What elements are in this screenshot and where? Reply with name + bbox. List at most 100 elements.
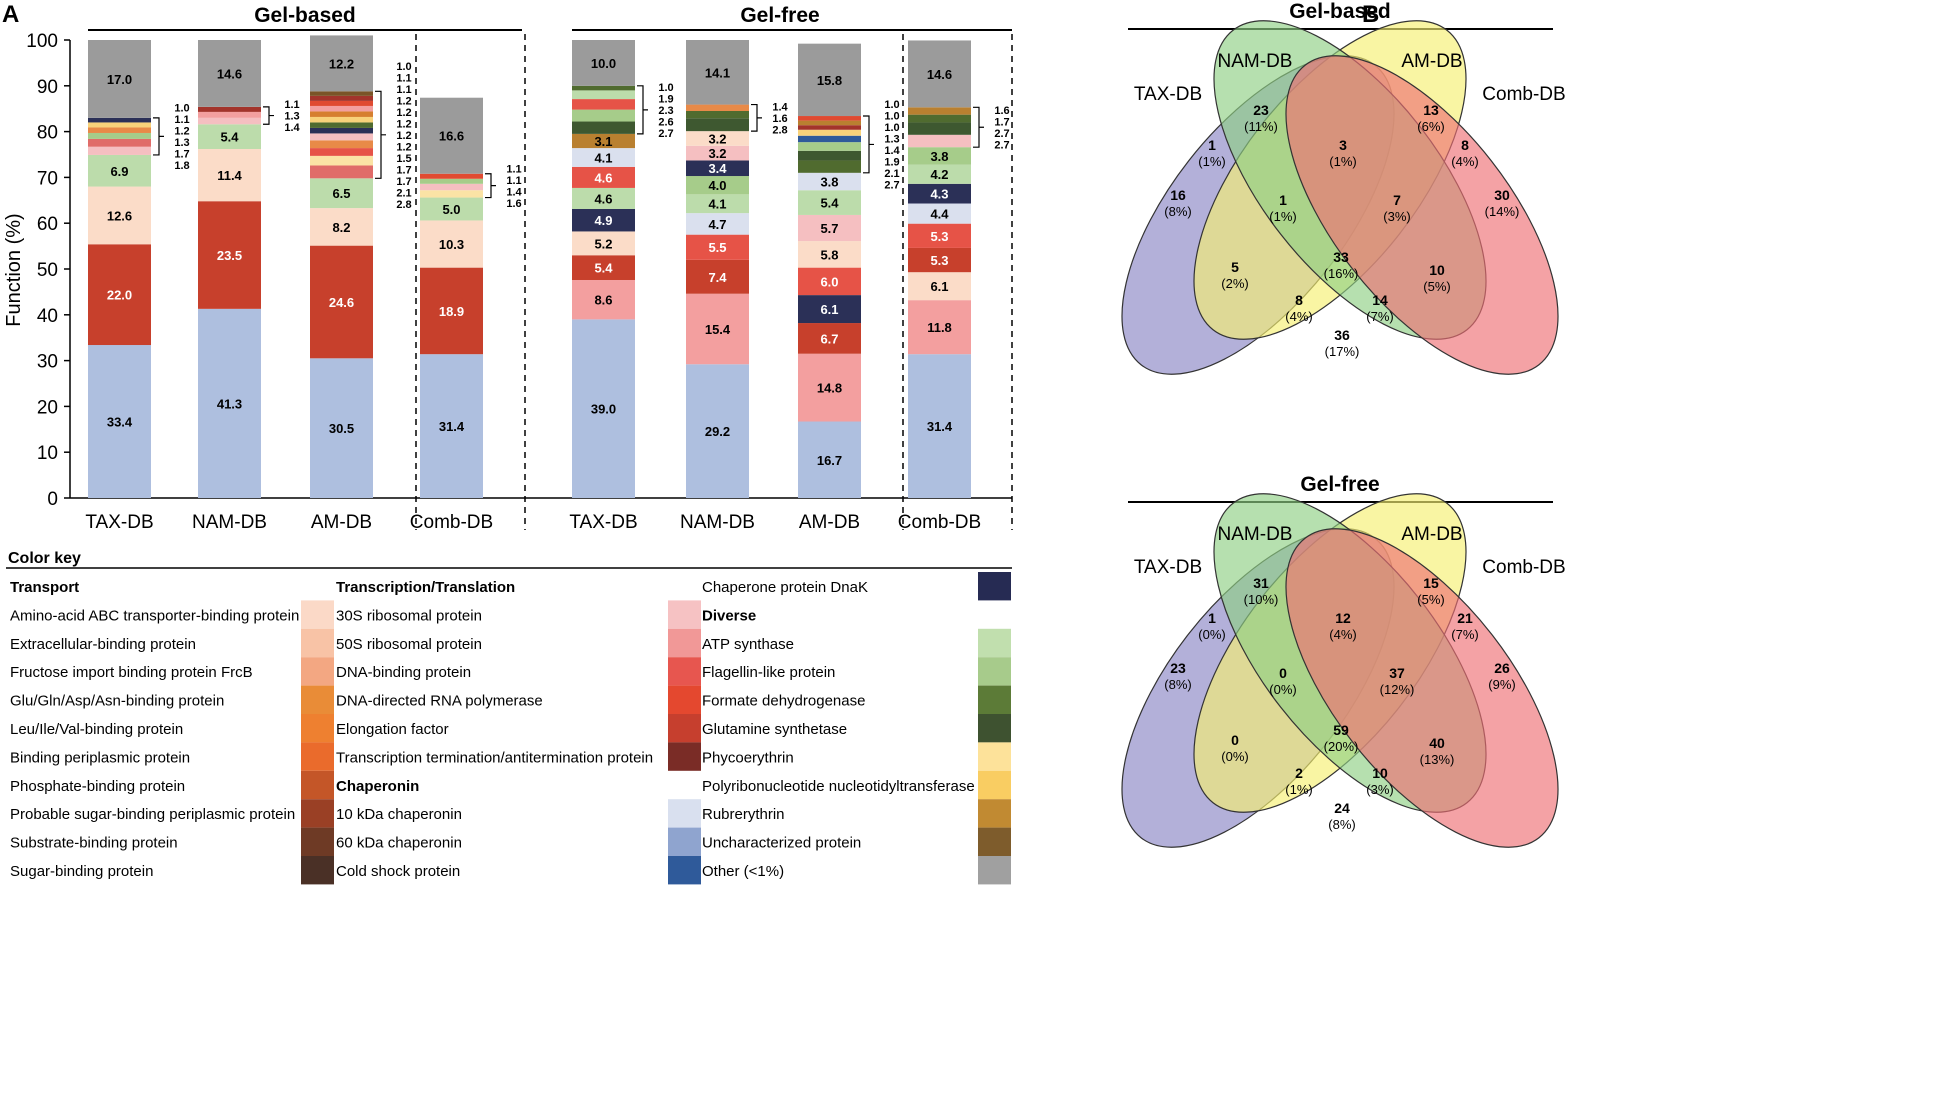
venn-region-percent: (6%) [1417,119,1444,134]
venn-region-percent: (1%) [1269,209,1296,224]
small-value-label: 1.1 [396,72,411,84]
data-label: 7.4 [708,270,727,285]
bar-segment [572,187,635,210]
venn-region-count: 5 [1231,259,1239,275]
bar-segment [198,106,261,112]
color-key-swatch [668,657,701,686]
data-label: 6.1 [820,302,838,317]
small-value-label: 1.4 [772,101,788,113]
bar-segment [686,364,749,498]
small-value-label: 2.7 [658,128,673,140]
bar-segment [798,116,861,121]
bar-segment [798,129,861,136]
bar-segment [198,149,261,202]
bar-segment [686,194,749,214]
small-value-label: 1.6 [506,198,521,210]
color-key-label: Binding periplasmic protein [10,749,190,766]
color-key-label: 30S ribosomal protein [336,607,482,624]
bar-segment [310,122,373,128]
bar-segment [198,40,261,107]
venn-set-label: NAM-DB [1218,51,1293,72]
venn-region-count: 15 [1423,575,1439,591]
venn-region-count: 36 [1334,327,1350,343]
y-tick-label: 30 [37,352,58,373]
data-label: 23.5 [217,248,242,263]
venn-region-percent: (4%) [1451,154,1478,169]
data-label: 5.2 [594,236,612,251]
bar-segment [798,353,861,422]
color-key-label: 10 kDa chaperonin [336,806,462,823]
data-label: 4.4 [930,207,949,222]
venn-region-percent: (0%) [1269,682,1296,697]
venn-region-count: 31 [1253,575,1269,591]
venn-region-count: 24 [1334,800,1350,816]
bar-segment [88,40,151,118]
x-tick-label: NAM-DB [192,512,267,533]
color-key-label: Diverse [702,607,756,624]
color-key-swatch [668,685,701,714]
bar-segment [686,259,749,294]
bar-segment [572,109,635,122]
venn-region-percent: (20%) [1324,739,1359,754]
bar-segment [686,160,749,177]
data-label: 3.4 [708,161,727,176]
venn-region-count: 0 [1231,732,1239,748]
data-label: 5.3 [930,253,948,268]
small-values-bracket [485,173,496,199]
venn-region-percent: (5%) [1417,592,1444,607]
small-value-label: 1.7 [994,116,1009,128]
small-value-label: 1.9 [884,157,899,169]
venn-set-label: Comb-DB [1482,557,1565,578]
bar-segment [572,231,635,256]
bar-segment [908,354,971,498]
y-tick-label: 40 [37,306,58,327]
color-key-swatch [668,799,701,828]
data-label: 4.2 [930,167,948,182]
venn-region-percent: (16%) [1324,266,1359,281]
data-label: 5.8 [820,247,838,262]
bar-segment [310,111,373,117]
small-value-label: 1.5 [396,153,411,165]
bar-segment [198,124,261,150]
data-label: 4.6 [594,191,612,206]
bar-segment [88,345,151,498]
color-key: Color key Transport Amino-acid ABC transpo… [6,550,1012,885]
bar-segment [798,120,861,126]
bar-segment [310,127,373,134]
color-key-label: Substrate-binding protein [10,835,178,852]
bar-segment [420,173,483,179]
bar-segment [88,138,151,147]
data-label: 29.2 [705,424,730,439]
color-key-swatch [668,742,701,771]
bar-segment [572,40,635,86]
venn-region-count: 59 [1333,722,1349,738]
bar-segment [310,105,373,112]
venn-region-percent: (1%) [1198,154,1225,169]
color-key-label: Elongation factor [336,721,449,738]
data-label: 5.5 [708,240,726,255]
small-value-label: 1.2 [396,141,411,153]
color-key-swatch [978,856,1011,885]
data-label: 4.1 [594,150,612,165]
color-key-label: Sugar-binding protein [10,863,153,880]
color-key-label: Phycoerythrin [702,749,794,766]
bar-segment [686,40,749,105]
bar-segment [88,186,151,245]
bar-segment [572,166,635,188]
data-label: 16.7 [817,453,842,468]
color-key-label: Glu/Gln/Asp/Asn-binding protein [10,693,224,710]
color-key-label: Chaperonin [336,778,419,795]
y-tick-label: 70 [37,168,58,189]
bar-segment [908,107,971,115]
color-key-label: DNA-directed RNA polymerase [336,693,543,710]
venn-region-percent: (7%) [1451,627,1478,642]
venn-region-count: 21 [1457,610,1473,626]
bar-segment [310,208,373,246]
color-key-swatch [301,742,334,771]
bar-segment [310,165,373,179]
venn-region-count: 14 [1372,292,1388,308]
bar-segment [686,110,749,119]
color-key-label: Leu/Ile/Val-binding protein [10,721,183,738]
bar-segment [310,100,373,106]
y-tick-label: 60 [37,214,58,235]
